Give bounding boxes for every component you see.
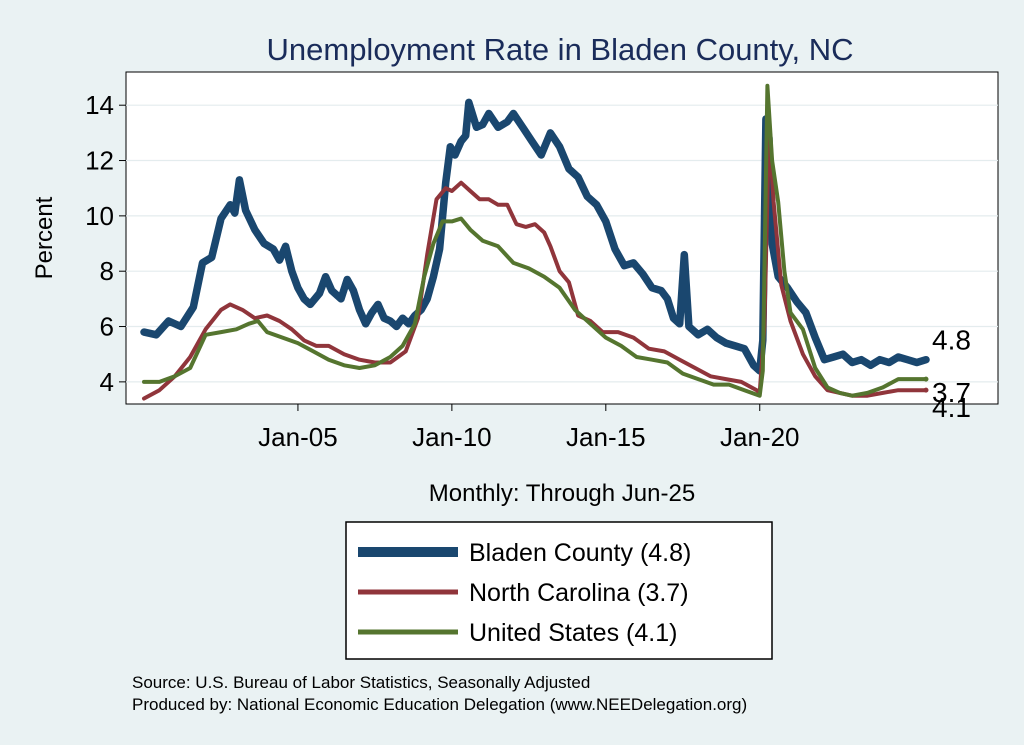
y-tick-label: 14 — [85, 90, 114, 120]
source-line: Source: U.S. Bureau of Labor Statistics,… — [132, 673, 590, 692]
series-line-bladen-county — [140, 98, 930, 375]
y-tick-label: 12 — [85, 146, 114, 176]
x-tick-label: Jan-15 — [566, 422, 646, 452]
end-marker — [923, 387, 929, 393]
plot-area — [125, 71, 999, 405]
x-tick-label: Jan-05 — [258, 422, 338, 452]
x-axis-title: Monthly: Through Jun-25 — [429, 480, 695, 507]
series-line-united-states — [142, 83, 928, 398]
legend-label: Bladen County (4.8) — [469, 539, 691, 567]
end-label: 4.1 — [932, 392, 971, 423]
chart-title: Unemployment Rate in Bladen County, NC — [267, 32, 854, 67]
y-tick-label: 6 — [100, 312, 114, 342]
legend-label: United States (4.1) — [469, 619, 677, 647]
end-marker — [923, 376, 929, 382]
y-axis-title: Percent — [31, 196, 58, 279]
legend-label: North Carolina (3.7) — [469, 579, 689, 607]
x-axis: Jan-05 Jan-10 Jan-15 Jan-20 — [258, 404, 799, 452]
y-tick-label: 8 — [100, 256, 114, 286]
y-tick-label: 10 — [85, 201, 114, 231]
x-tick-label: Jan-20 — [720, 422, 800, 452]
end-labels: 4.8 3.74.1 — [923, 325, 971, 423]
x-tick-label: Jan-10 — [412, 422, 492, 452]
y-tick-label: 4 — [100, 367, 114, 397]
end-label: 3.7 — [932, 377, 971, 408]
y-axis: 4 6 8 10 12 14 — [85, 90, 126, 397]
series-line-north-carolina — [142, 128, 928, 401]
series-lines — [140, 83, 930, 401]
legend: Bladen County (4.8) North Carolina (3.7) U… — [358, 539, 691, 647]
end-marker — [923, 357, 929, 363]
produced-line: Produced by: National Economic Education… — [132, 695, 747, 714]
end-label: 4.8 — [932, 325, 971, 356]
